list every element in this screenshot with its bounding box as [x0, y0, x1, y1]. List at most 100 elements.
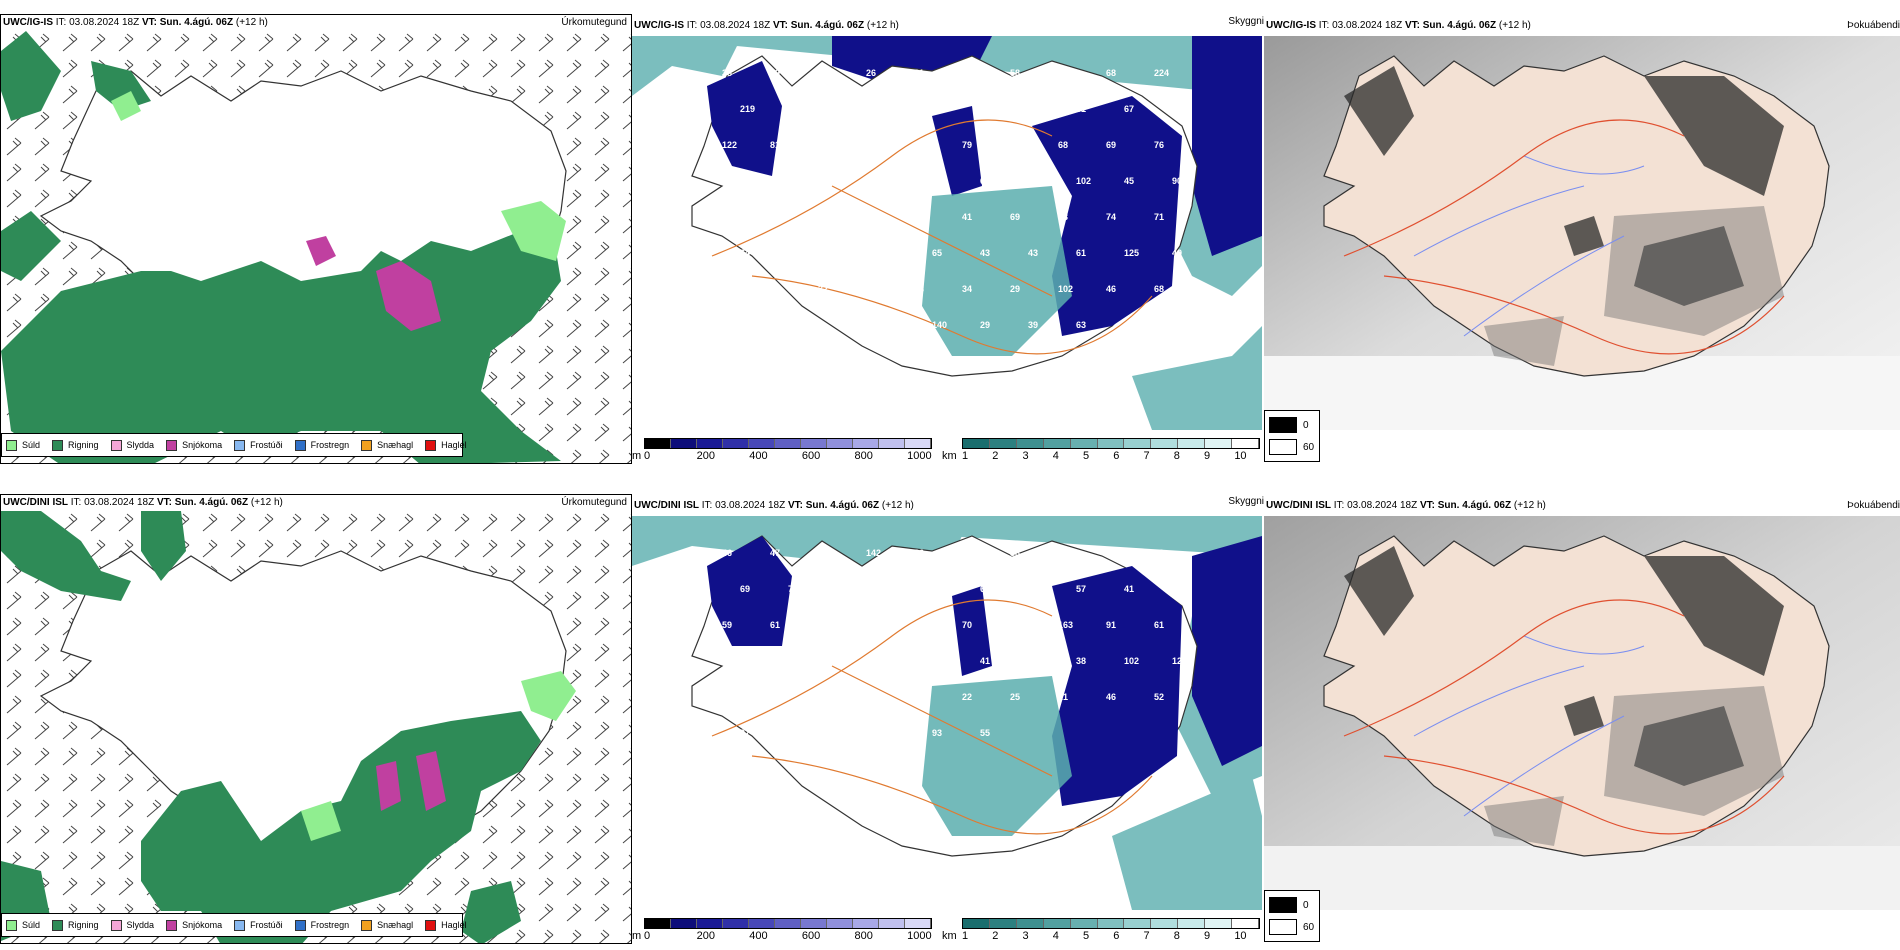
visibility-value-label: 56	[740, 656, 750, 666]
visibility-value-label: 122	[722, 140, 737, 150]
visibility-value-label: 86	[1028, 584, 1038, 594]
colorbar-segment	[879, 919, 905, 928]
visibility-value-label: 72	[788, 176, 798, 186]
colorbar-segment	[749, 919, 775, 928]
visibility-value-label: 59	[836, 656, 846, 666]
roads	[711, 119, 1153, 355]
visibility-value-label: 58	[866, 140, 876, 150]
fog-legend: 0 60	[1264, 890, 1320, 942]
it-value: 03.08.2024 18Z	[1347, 500, 1418, 511]
visibility-value-label: 34	[962, 284, 972, 294]
ocean-teal-area	[632, 516, 1262, 910]
visibility-value-label: 74	[1106, 212, 1116, 222]
visibility-value-label: 38	[914, 284, 924, 294]
colorbar-segment	[1151, 439, 1179, 448]
it-value: 03.08.2024 18Z	[1332, 20, 1403, 31]
visibility-value-label: 40	[1028, 656, 1038, 666]
visibility-value-label: 29	[980, 320, 990, 330]
visibility-value-label: 219	[740, 104, 755, 114]
visibility-value-label: 26	[866, 68, 876, 78]
legend-item: Rigning	[52, 439, 99, 451]
colorbar-segment	[645, 919, 671, 928]
visibility-value-label: 65	[932, 248, 942, 258]
model-name: UWC/DINI ISL	[1266, 500, 1331, 511]
colorbar-segment	[1124, 919, 1152, 928]
visibility-value-label: 43	[914, 212, 924, 222]
low-cloud-teal-area	[922, 186, 1072, 356]
visibility-value-label: 49	[1172, 248, 1182, 258]
colorbar-tick-label: 800	[854, 930, 873, 942]
vt-label: VT:	[772, 20, 788, 31]
colorbar-segment	[1205, 439, 1233, 448]
it-value: 03.08.2024 18Z	[69, 17, 140, 28]
visibility-value-label: 72	[1010, 140, 1020, 150]
colorbar-tick-label: 10	[1234, 930, 1247, 942]
vt-value: Sun. 4.ágú. 06Z	[790, 20, 865, 31]
panel-name: Úrkomutegund	[561, 497, 627, 508]
visibility-colorbar-unit: km	[942, 450, 957, 462]
visibility-value-label: 31	[818, 548, 828, 558]
visibility-value-label: 38	[722, 68, 732, 78]
lead-time: (+12 h)	[881, 500, 914, 511]
visibility-value-label: 101	[818, 212, 833, 222]
height-colorbar-bar	[644, 918, 932, 929]
colorbar-segment	[905, 439, 931, 448]
visibility-value-label: 45	[914, 620, 924, 630]
rivers	[1413, 635, 1645, 817]
colorbar-tick-label: 3	[1022, 930, 1029, 942]
height-colorbar: m 0 200 400 600 800 1000	[632, 436, 932, 462]
fog-grey-areas	[1484, 206, 1784, 366]
colorbar-segment	[827, 919, 853, 928]
visibility-map: 46 47 31 142 36 32 38 75 66 49 69 769 85 84 78 69 86 57 41…	[632, 516, 1262, 910]
panel-header: UWC/DINI ISL IT: 03.08.2024 18Z VT: Sun.…	[1266, 500, 1546, 512]
visibility-value-label: 81	[1010, 620, 1020, 630]
visibility-value-label: 140	[932, 320, 947, 330]
visibility-value-label: 114	[770, 692, 785, 702]
legend-item: Frostúði	[234, 439, 283, 451]
colorbar-segment	[1097, 439, 1125, 448]
visibility-value-label: 60	[932, 176, 942, 186]
colorbar-tick-label: 1000	[907, 450, 932, 462]
colorbar-segment	[963, 439, 990, 448]
visibility-value-label: 35	[818, 68, 828, 78]
visibility-value-label: 63	[836, 176, 846, 186]
panel-name: Skyggni	[1228, 496, 1264, 507]
visibility-value-label: 36	[962, 68, 972, 78]
visibility-value-label: 66	[740, 176, 750, 186]
visibility-value-label: 78	[932, 584, 942, 594]
rain-area-north	[1, 31, 151, 121]
visibility-value-label: 83	[1058, 212, 1068, 222]
panel-header: UWC/DINI ISL IT: 03.08.2024 18Z VT: Sun.…	[634, 500, 914, 512]
model-name: UWC/IG-IS	[3, 17, 53, 28]
colorbar-tick-label: 7	[1143, 450, 1150, 462]
colorbar-segment	[1232, 439, 1259, 448]
vt-label: VT:	[787, 500, 803, 511]
visibility-value-label: 85	[836, 584, 846, 594]
visibility-value-label: 63	[1076, 320, 1086, 330]
rivers	[1413, 155, 1645, 337]
visibility-value-label: 75	[1058, 548, 1068, 558]
model-name: UWC/IG-IS	[634, 20, 684, 31]
visibility-value-label: 46	[1106, 692, 1116, 702]
model-name: UWC/DINI ISL	[3, 497, 68, 508]
swatch-sleet	[110, 919, 122, 931]
swatch-sleet	[110, 439, 122, 451]
visibility-panel-2: UWC/DINI ISL IT: 03.08.2024 18Z VT: Sun.…	[632, 494, 1264, 944]
colorbar-segment	[723, 439, 749, 448]
vt-value: Sun. 4.ágú. 06Z	[1422, 20, 1497, 31]
visibility-value-label: 34	[770, 284, 780, 294]
colorbar-tick-label: 600	[801, 930, 821, 942]
fog-map	[1264, 36, 1900, 430]
visibility-value-label: 62	[788, 656, 798, 666]
visibility-value-label: 58	[1010, 68, 1020, 78]
visibility-value-label: 41	[962, 212, 972, 222]
precip-map	[1, 511, 631, 943]
visibility-value-label: 70	[962, 620, 972, 630]
visibility-value-label: 60	[980, 104, 990, 114]
visibility-value-label: 55	[740, 320, 750, 330]
visibility-value-label: 142	[866, 548, 881, 558]
vt-label: VT:	[141, 17, 157, 28]
legend-item: Frostúði	[234, 919, 283, 931]
visibility-value-label: 102	[1058, 284, 1073, 294]
ocean-dark-area	[1192, 536, 1262, 766]
